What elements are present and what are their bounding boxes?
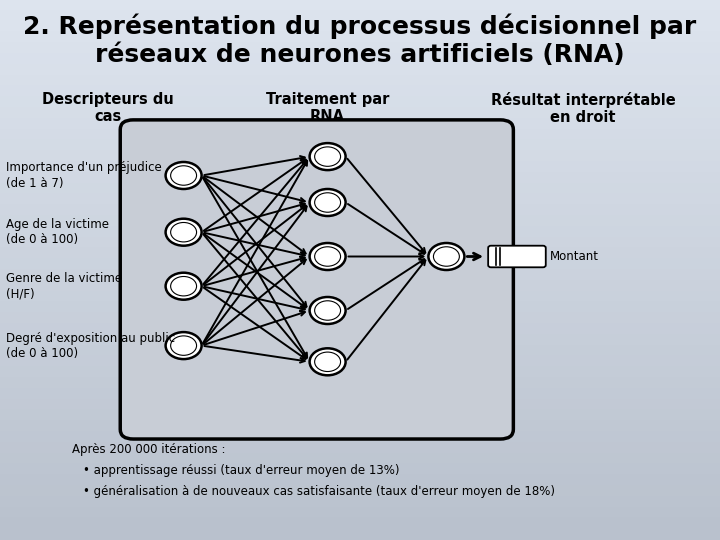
Bar [0, 464, 720, 475]
Text: Age de la victime
(de 0 à 100): Age de la victime (de 0 à 100) [6, 218, 109, 246]
Bar [0, 432, 720, 443]
Circle shape [428, 243, 464, 270]
Text: Après 200 000 itérations :: Après 200 000 itérations : [72, 443, 225, 456]
Text: Degré d'exposition au public
(de 0 à 100): Degré d'exposition au public (de 0 à 100… [6, 332, 175, 360]
Bar [0, 356, 720, 367]
Text: Importance d'un préjudice
(de 1 à 7): Importance d'un préjudice (de 1 à 7) [6, 161, 161, 190]
Bar [0, 518, 720, 529]
Bar [0, 389, 720, 400]
Bar [0, 508, 720, 518]
Bar [0, 0, 720, 11]
Bar [0, 486, 720, 497]
Text: réseaux de neurones artificiels (RNA): réseaux de neurones artificiels (RNA) [95, 43, 625, 67]
Circle shape [315, 193, 341, 212]
Bar [0, 367, 720, 378]
Bar [0, 76, 720, 86]
Circle shape [315, 147, 341, 166]
Bar [0, 173, 720, 184]
Bar [0, 443, 720, 454]
Circle shape [166, 273, 202, 300]
Circle shape [433, 247, 459, 266]
Bar [0, 335, 720, 346]
Bar [0, 454, 720, 464]
Text: Montant: Montant [550, 250, 599, 263]
Bar [0, 248, 720, 259]
Circle shape [310, 348, 346, 375]
Text: Traitement par
RNA: Traitement par RNA [266, 92, 390, 124]
Text: Résultat interprétable
en droit: Résultat interprétable en droit [491, 92, 675, 125]
Bar [0, 151, 720, 162]
Text: • généralisation à de nouveaux cas satisfaisante (taux d'erreur moyen de 18%): • généralisation à de nouveaux cas satis… [83, 485, 555, 498]
Circle shape [166, 332, 202, 359]
Circle shape [310, 143, 346, 170]
Bar [0, 270, 720, 281]
Bar [0, 410, 720, 421]
Bar [0, 421, 720, 432]
Bar [0, 378, 720, 389]
Bar [0, 529, 720, 540]
Bar [0, 11, 720, 22]
Bar [0, 22, 720, 32]
Bar [0, 281, 720, 292]
Circle shape [166, 219, 202, 246]
Bar [0, 54, 720, 65]
Bar [0, 227, 720, 238]
Circle shape [171, 166, 197, 185]
Bar [0, 108, 720, 119]
Circle shape [310, 297, 346, 324]
Circle shape [171, 222, 197, 242]
Text: Descripteurs du
cas: Descripteurs du cas [42, 92, 174, 124]
Bar [0, 184, 720, 194]
Circle shape [310, 243, 346, 270]
Bar [0, 292, 720, 302]
Bar [0, 43, 720, 54]
Bar [0, 475, 720, 486]
Bar [0, 194, 720, 205]
Circle shape [315, 247, 341, 266]
Bar [0, 86, 720, 97]
FancyBboxPatch shape [120, 120, 513, 439]
Circle shape [166, 162, 202, 189]
Bar [0, 313, 720, 324]
Text: 2. Représentation du processus décisionnel par: 2. Représentation du processus décisionn… [23, 14, 697, 39]
Text: • apprentissage réussi (taux d'erreur moyen de 13%): • apprentissage réussi (taux d'erreur mo… [83, 464, 400, 477]
Bar [0, 130, 720, 140]
Circle shape [171, 276, 197, 296]
Bar [0, 97, 720, 108]
Bar [0, 65, 720, 76]
Bar [0, 140, 720, 151]
Bar [0, 216, 720, 227]
Text: Genre de la victime
(H/F): Genre de la victime (H/F) [6, 272, 122, 300]
Bar [0, 162, 720, 173]
Circle shape [315, 352, 341, 372]
Bar [0, 346, 720, 356]
Bar [0, 400, 720, 410]
Bar [0, 119, 720, 130]
Circle shape [171, 336, 197, 355]
FancyBboxPatch shape [488, 246, 546, 267]
Bar [0, 32, 720, 43]
Circle shape [310, 189, 346, 216]
Bar [0, 259, 720, 270]
Bar [0, 324, 720, 335]
Circle shape [315, 301, 341, 320]
Bar [0, 302, 720, 313]
Bar [0, 238, 720, 248]
Bar [0, 205, 720, 216]
Bar [0, 497, 720, 508]
